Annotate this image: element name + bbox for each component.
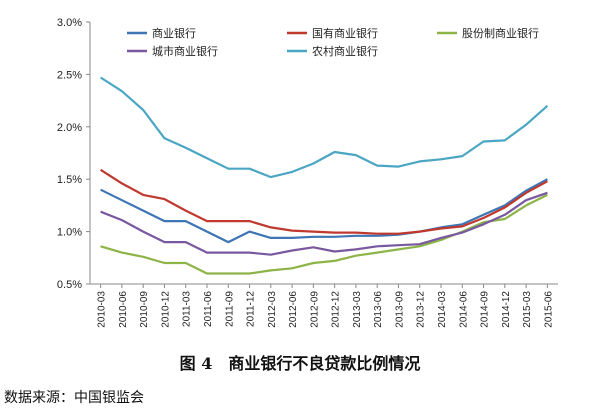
x-tick-label: 2014-09: [480, 291, 491, 328]
x-tick-label: 2013-12: [416, 291, 427, 328]
x-tick-label: 2013-06: [373, 291, 384, 328]
x-tick-label: 2014-03: [437, 291, 448, 328]
series-line: [100, 191, 548, 256]
x-axis: 2010-03 2010-06 2010-09 2010-12 2011-03 2011-…: [90, 283, 558, 328]
series-line: [100, 168, 548, 235]
x-tick-label: 2015-06: [543, 291, 554, 328]
y-tick-label: 2.0%: [57, 122, 82, 134]
x-tick-label: 2010-12: [160, 291, 171, 328]
x-tick-label: 2012-09: [309, 291, 320, 328]
x-tick-label: 2012-12: [331, 291, 342, 328]
y-tick-label: 2.5%: [57, 69, 82, 81]
x-tick-label: 2014-12: [501, 291, 512, 328]
x-tick-label: 2011-03: [182, 291, 193, 327]
figure-caption: 图 4 商业银行不良贷款比例情况: [179, 354, 421, 373]
legend-label: 国有商业银行: [312, 26, 378, 40]
y-tick-label: 1.5%: [57, 174, 82, 186]
legend-label: 商业银行: [152, 26, 196, 40]
x-tick-label: 2012-03: [267, 291, 278, 328]
series-line: [100, 76, 549, 179]
x-tick-label: 2012-06: [288, 291, 299, 328]
x-tick-label: 2015-03: [522, 291, 533, 328]
plot-area: [100, 76, 549, 275]
x-tick-label: 2010-06: [118, 291, 129, 328]
data-source-note: 数据来源：中国银监会: [4, 390, 144, 406]
legend-label: 农村商业银行: [312, 44, 378, 58]
legend-label: 股份制商业银行: [462, 26, 539, 40]
x-tick-label: 2010-09: [139, 291, 150, 328]
series-line: [100, 178, 548, 244]
x-tick-label: 2010-03: [97, 291, 108, 328]
x-tick-label: 2013-03: [352, 291, 363, 328]
x-tick-label: 2011-09: [224, 291, 235, 327]
y-tick-label: 3.0%: [57, 17, 82, 29]
y-axis: 0.5% 1.0% 1.5% 2.0% 2.5% 3.0%: [57, 17, 91, 291]
y-tick-label: 0.5%: [57, 279, 82, 291]
x-tick-label: 2013-09: [394, 291, 405, 328]
x-tick-label: 2014-06: [458, 291, 469, 328]
x-tick-label: 2011-06: [203, 291, 214, 327]
y-tick-label: 1.0%: [57, 227, 82, 239]
series-line: [100, 193, 548, 275]
x-tick-label: 2011-12: [246, 291, 257, 327]
legend-label: 城市商业银行: [152, 44, 218, 58]
